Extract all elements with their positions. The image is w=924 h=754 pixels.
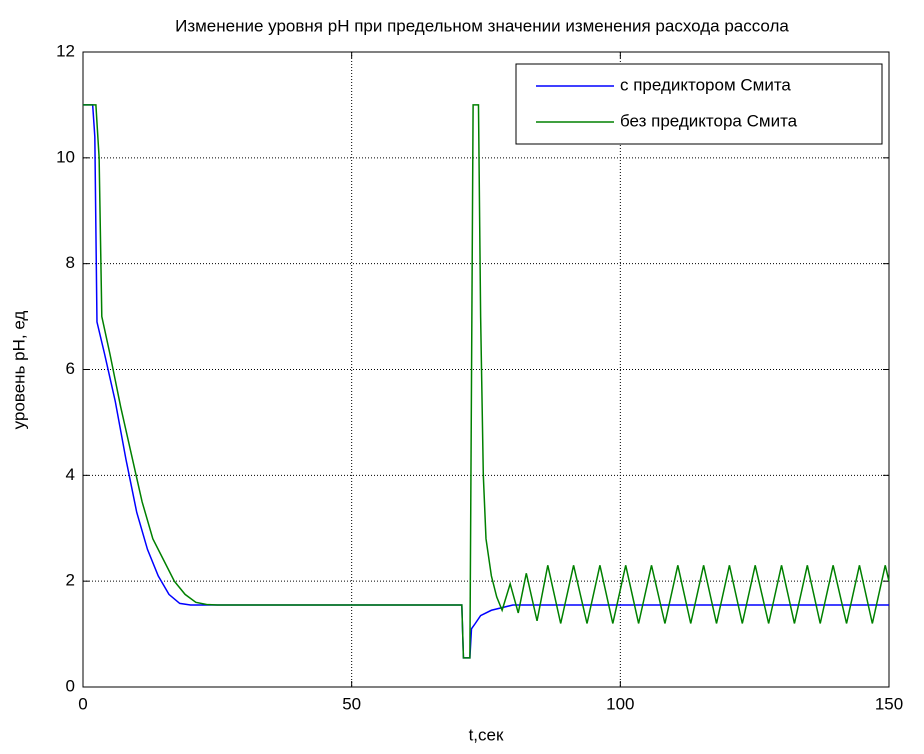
line-series (83, 104, 889, 659)
x-tick-label: 150 (875, 694, 903, 713)
y-axis-label: уровень pH, ед (9, 311, 28, 430)
chart-title: Изменение уровня pH при предельном значе… (175, 16, 789, 35)
x-tick-label: 100 (606, 694, 634, 713)
y-tick-label: 0 (66, 676, 75, 695)
y-tick-label: 6 (66, 359, 75, 378)
y-tick-label: 4 (66, 465, 75, 484)
y-tick-label: 2 (66, 571, 75, 590)
legend-box (515, 63, 883, 145)
x-axis-label: t,сек (469, 725, 504, 744)
y-tick-label: 10 (56, 147, 75, 166)
plot-frame (82, 51, 890, 688)
y-tick-label: 8 (66, 253, 75, 272)
x-tick-label: 50 (342, 694, 361, 713)
line-series (83, 104, 890, 659)
legend-label: без предиктора Смита (620, 111, 798, 130)
x-tick-label: 0 (78, 694, 87, 713)
legend-label: с предиктором Смита (620, 75, 791, 94)
y-tick-label: 12 (56, 41, 75, 60)
